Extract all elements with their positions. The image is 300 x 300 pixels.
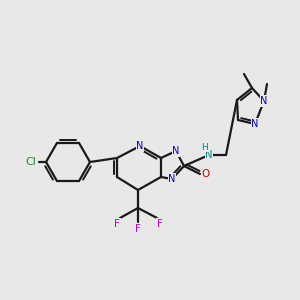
Text: N: N [136, 141, 144, 151]
Text: F: F [157, 219, 163, 229]
Text: N: N [168, 174, 176, 184]
Text: F: F [114, 219, 120, 229]
Text: H: H [202, 142, 208, 152]
Text: Cl: Cl [26, 157, 36, 167]
Text: N: N [205, 150, 213, 160]
Text: N: N [251, 119, 259, 129]
Text: N: N [172, 146, 180, 156]
Text: N: N [260, 96, 268, 106]
Text: F: F [135, 224, 141, 234]
Text: O: O [202, 169, 210, 179]
